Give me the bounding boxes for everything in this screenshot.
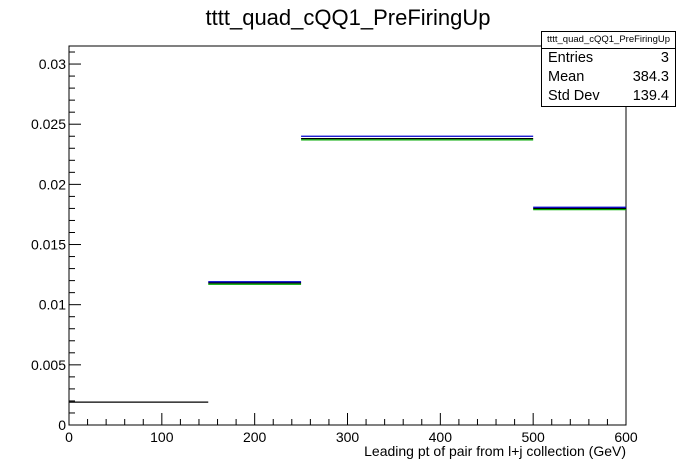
x-tick-label: 500 xyxy=(521,429,545,445)
y-tick-label: 0.03 xyxy=(39,56,66,72)
y-tick-label: 0.025 xyxy=(31,116,66,132)
stats-row-entries: Entries 3 xyxy=(542,49,675,68)
stats-stddev-value: 139.4 xyxy=(632,88,669,104)
x-tick-label: 0 xyxy=(65,429,73,445)
stats-mean-label: Mean xyxy=(548,69,585,85)
x-tick-label: 300 xyxy=(336,429,360,445)
stats-row-mean: Mean 384.3 xyxy=(542,68,675,87)
stats-entries-label: Entries xyxy=(548,50,594,66)
x-tick-label: 100 xyxy=(150,429,174,445)
stats-stddev-label: Std Dev xyxy=(548,88,600,104)
x-tick-label: 600 xyxy=(614,429,638,445)
stats-title: tttt_quad_cQQ1_PreFiringUp xyxy=(542,32,675,49)
x-tick-label: 200 xyxy=(243,429,267,445)
chart-title: tttt_quad_cQQ1_PreFiringUp xyxy=(205,5,491,30)
y-tick-label: 0.02 xyxy=(39,176,66,192)
stats-row-stddev: Std Dev 139.4 xyxy=(542,87,675,106)
stats-mean-value: 384.3 xyxy=(632,69,669,85)
x-tick-label: 400 xyxy=(429,429,453,445)
stats-box: tttt_quad_cQQ1_PreFiringUp Entries 3 Mea… xyxy=(541,31,676,107)
y-tick-label: 0.01 xyxy=(39,297,66,313)
y-tick-label: 0.015 xyxy=(31,237,66,253)
stats-entries-value: 3 xyxy=(660,50,669,66)
y-tick-label: 0.005 xyxy=(31,357,66,373)
x-axis-label: Leading pt of pair from l+j collection (… xyxy=(364,443,626,459)
y-tick-label: 0 xyxy=(58,417,66,433)
